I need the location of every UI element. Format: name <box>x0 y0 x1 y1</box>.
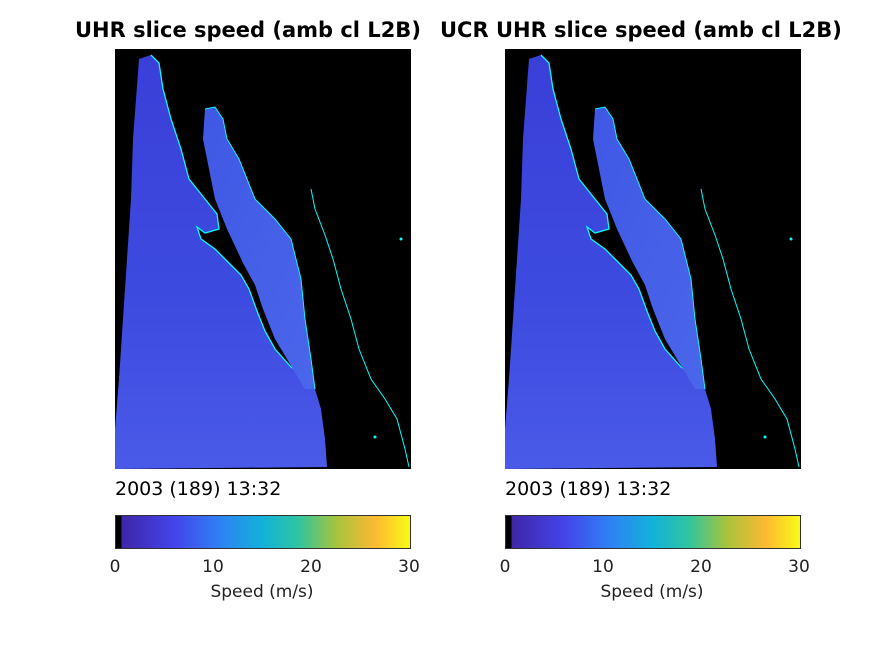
ocean-swath <box>505 55 717 469</box>
speed-map-image <box>115 49 411 469</box>
island <box>373 435 377 439</box>
colorbar-tick: 30 <box>788 557 810 577</box>
gulf-coastline <box>204 106 316 390</box>
gulf-coastline <box>594 106 706 390</box>
island <box>399 237 403 241</box>
coastline <box>540 54 706 390</box>
colorbar-tick: 30 <box>398 557 420 577</box>
colorbar-tick: 20 <box>300 557 322 577</box>
ocean-swath <box>115 55 327 469</box>
speed-map-image <box>505 49 801 469</box>
panel-title: UCR UHR slice speed (amb cl L2B) <box>440 18 842 42</box>
gulf-swath <box>203 107 315 389</box>
colorbar-tick: 20 <box>690 557 712 577</box>
island <box>789 237 793 241</box>
colorbar <box>115 515 411 549</box>
island <box>763 435 767 439</box>
colorbar-label: Speed (m/s) <box>600 582 704 602</box>
colorbar-tick: 0 <box>499 557 511 577</box>
timestamp: 2003 (189) 13:32 <box>505 478 672 500</box>
timestamp: 2003 (189) 13:32 <box>115 478 282 500</box>
mainland-coastline <box>700 188 800 468</box>
panel-title: UHR slice speed (amb cl L2B) <box>75 18 421 42</box>
colorbar-tick: 10 <box>592 557 614 577</box>
colorbar-label: Speed (m/s) <box>210 582 314 602</box>
colorbar <box>505 515 801 549</box>
mainland-coastline <box>310 188 410 468</box>
gulf-swath <box>593 107 705 389</box>
coastline <box>150 54 316 390</box>
colorbar-tick: 0 <box>109 557 121 577</box>
colorbar-tick: 10 <box>202 557 224 577</box>
